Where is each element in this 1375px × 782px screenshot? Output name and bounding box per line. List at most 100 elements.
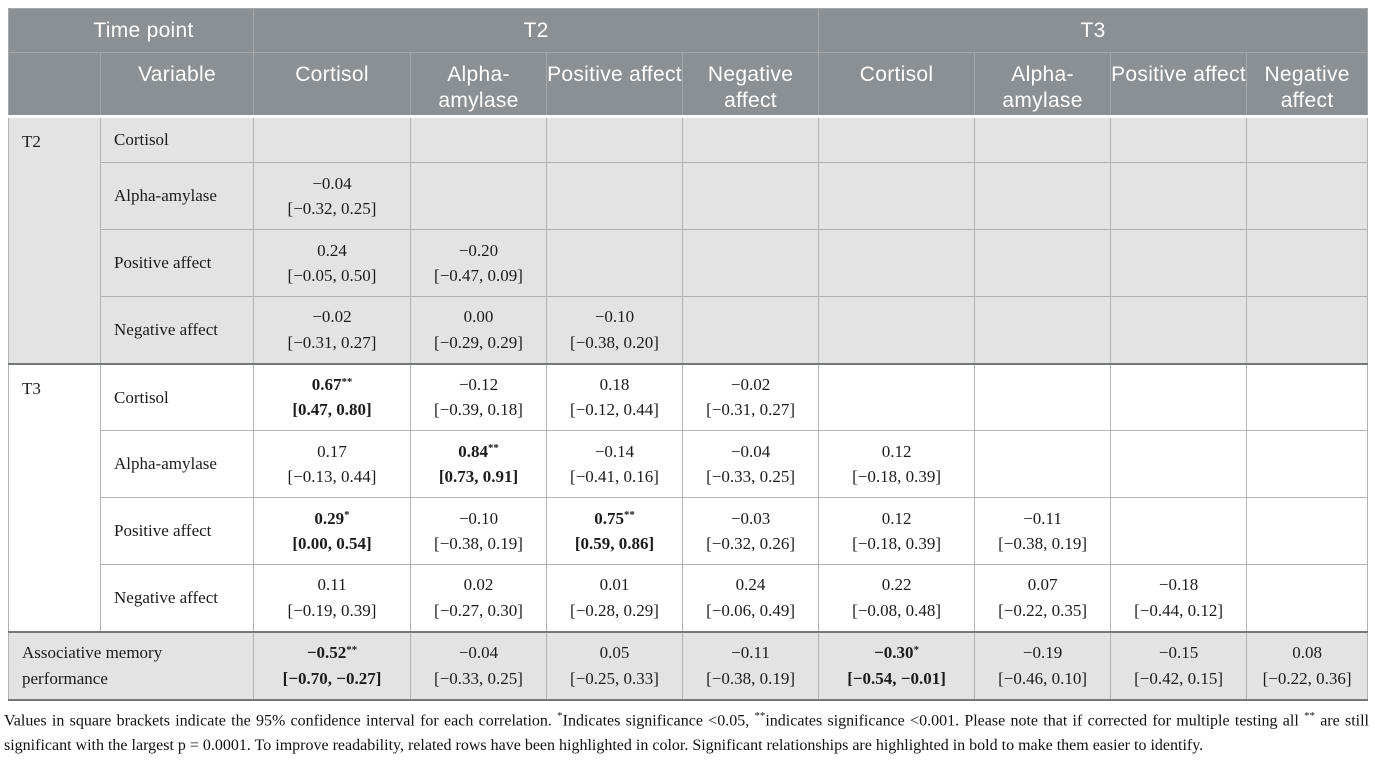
- correlation-cell: [1246, 564, 1369, 632]
- correlation-value: 0.07: [979, 572, 1106, 598]
- correlation-cell: 0.67** [0.47, 0.80]: [253, 362, 412, 431]
- variable-label: Positive affect: [99, 229, 255, 297]
- significance-stars: *: [913, 643, 919, 656]
- correlation-value: −0.04: [258, 171, 406, 197]
- table-footnote: Values in square brackets indicate the 9…: [4, 708, 1369, 759]
- correlation-cell: −0.03 [−0.32, 0.26]: [682, 497, 820, 565]
- correlation-value: −0.02: [258, 304, 406, 330]
- correlation-cell: −0.11 [−0.38, 0.19]: [974, 497, 1112, 565]
- confidence-interval: [0.73, 0.91]: [438, 467, 519, 486]
- correlation-cell: −0.20 [−0.47, 0.09]: [410, 229, 548, 297]
- correlation-number: 0.11: [317, 575, 347, 595]
- correlation-number: −0.30: [874, 643, 914, 662]
- correlation-value: −0.04: [687, 439, 814, 465]
- correlation-cell: 0.00 [−0.29, 0.29]: [410, 296, 548, 364]
- correlation-number: −0.04: [312, 173, 352, 193]
- confidence-interval: [−0.06, 0.49]: [706, 600, 795, 620]
- confidence-interval: [−0.46, 0.10]: [998, 668, 1088, 688]
- correlation-cell: 0.02 [−0.27, 0.30]: [410, 564, 548, 632]
- correlation-cell: 0.24 [−0.06, 0.49]: [682, 564, 820, 632]
- confidence-interval: [−0.54, −0.01]: [847, 668, 946, 688]
- correlation-cell: 0.24 [−0.05, 0.50]: [253, 229, 412, 297]
- correlation-cell: −0.04 [−0.33, 0.25]: [682, 430, 820, 498]
- confidence-interval: [−0.38, 0.19]: [706, 668, 795, 688]
- correlation-number: 0.05: [599, 643, 630, 662]
- correlation-number: −0.12: [458, 374, 499, 394]
- correlation-number: −0.04: [730, 441, 771, 461]
- confidence-interval: [−0.70, −0.27]: [282, 668, 382, 688]
- confidence-interval: [−0.42, 0.15]: [1134, 668, 1224, 688]
- correlation-number: 0.84: [458, 441, 488, 461]
- correlation-value: 0.01: [551, 572, 678, 598]
- correlation-cell: [682, 296, 820, 364]
- timepoint-row-label: T3: [8, 362, 101, 632]
- correlation-cell: 0.29* [0.00, 0.54]: [253, 497, 412, 565]
- confidence-interval: [−0.13, 0.44]: [287, 467, 377, 486]
- variable-label: Positive affect: [99, 497, 255, 565]
- correlation-cell: 0.01 [−0.28, 0.29]: [546, 564, 684, 632]
- correlation-number: −0.19: [1022, 643, 1063, 662]
- correlation-value: 0.18: [551, 372, 678, 398]
- confidence-interval: [−0.08, 0.48]: [852, 600, 942, 620]
- correlation-cell: 0.11 [−0.19, 0.39]: [253, 564, 412, 632]
- correlation-value: 0.29*: [258, 506, 406, 532]
- correlation-cell: [1110, 430, 1248, 498]
- correlation-cell: [682, 229, 820, 297]
- correlation-cell: 0.08 [−0.22, 0.36]: [1246, 630, 1369, 701]
- table-row: Negative affect 0.11 [−0.19, 0.39] 0.02 [−0.…: [9, 564, 1369, 632]
- header-row-variables: Variable Cortisol Alpha-amylase Positive af…: [8, 52, 1369, 118]
- correlation-cell: [253, 116, 412, 163]
- correlation-cell: −0.52** [−0.70, −0.27]: [253, 630, 412, 701]
- footnote-text: Values in square brackets indicate the 9…: [4, 711, 558, 729]
- confidence-interval: [−0.38, 0.20]: [570, 332, 659, 352]
- correlation-cell: −0.18 [−0.44, 0.12]: [1110, 564, 1248, 632]
- correlation-value: −0.10: [415, 506, 542, 532]
- correlation-number: 0.07: [1027, 575, 1058, 595]
- correlation-cell: [818, 229, 976, 297]
- correlation-value: 0.00: [415, 304, 542, 330]
- correlation-number: 0.18: [599, 374, 630, 394]
- significance-stars: **: [623, 509, 635, 522]
- variable-label: Cortisol: [99, 116, 255, 163]
- confidence-interval: [−0.28, 0.29]: [570, 600, 659, 620]
- correlation-cell: [1246, 296, 1369, 364]
- correlation-cell: [1246, 116, 1369, 163]
- correlation-cell: [974, 229, 1112, 297]
- correlation-cell: [1246, 497, 1369, 565]
- confidence-interval: [0.47, 0.80]: [292, 400, 372, 420]
- correlation-value: −0.18: [1115, 572, 1242, 598]
- correlation-cell: [974, 116, 1112, 163]
- correlation-cell: −0.11 [−0.38, 0.19]: [682, 630, 820, 701]
- correlation-cell: [1110, 162, 1248, 230]
- correlation-cell: [682, 162, 820, 230]
- correlation-cell: −0.10 [−0.38, 0.19]: [410, 497, 548, 565]
- confidence-interval: [−0.27, 0.30]: [434, 600, 523, 620]
- correlation-value: 0.22: [823, 572, 970, 598]
- variable-label: Negative affect: [99, 564, 255, 632]
- confidence-interval: [−0.22, 0.36]: [1262, 668, 1352, 688]
- correlation-cell: [546, 229, 684, 297]
- confidence-interval: [0.59, 0.86]: [574, 534, 655, 553]
- correlation-cell: −0.14 [−0.41, 0.16]: [546, 430, 684, 498]
- correlation-cell: −0.19 [−0.46, 0.10]: [974, 630, 1112, 701]
- correlation-cell: −0.10 [−0.38, 0.20]: [546, 296, 684, 364]
- correlation-value: 0.75**: [551, 506, 678, 532]
- correlation-number: 0.24: [735, 575, 766, 595]
- table-row: Negative affect −0.02 [−0.31, 0.27] 0.00 [−0…: [9, 296, 1369, 364]
- correlation-number: 0.01: [599, 575, 630, 595]
- confidence-interval: [−0.18, 0.39]: [852, 534, 942, 553]
- correlation-cell: 0.75** [0.59, 0.86]: [546, 497, 684, 565]
- correlation-cell: [974, 430, 1112, 498]
- footnote-stars: **: [1304, 709, 1315, 722]
- table-row: Alpha-amylase −0.04 [−0.32, 0.25]: [9, 162, 1369, 230]
- confidence-interval: [−0.29, 0.29]: [434, 332, 523, 352]
- column-header-t3-cortisol: Cortisol: [818, 52, 976, 118]
- correlation-cell: 0.84** [0.73, 0.91]: [410, 430, 548, 498]
- correlation-cell: [1246, 162, 1369, 230]
- correlation-value: 0.02: [415, 572, 542, 598]
- column-header-t3-negative-affect: Negative affect: [1246, 52, 1369, 118]
- significance-stars: **: [341, 375, 353, 388]
- confidence-interval: [−0.44, 0.12]: [1134, 600, 1224, 620]
- header-cell-time-point: Time point: [7, 8, 255, 53]
- correlation-value: 0.05: [551, 640, 678, 666]
